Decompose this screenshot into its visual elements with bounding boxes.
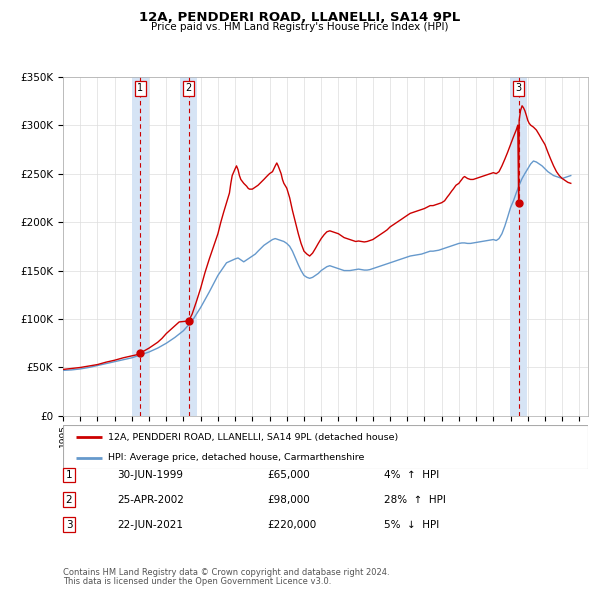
Text: 2: 2 — [185, 83, 192, 93]
Text: £220,000: £220,000 — [267, 520, 316, 529]
Text: This data is licensed under the Open Government Licence v3.0.: This data is licensed under the Open Gov… — [63, 578, 331, 586]
Text: HPI: Average price, detached house, Carmarthenshire: HPI: Average price, detached house, Carm… — [107, 454, 364, 463]
Text: 28%  ↑  HPI: 28% ↑ HPI — [384, 495, 446, 504]
Text: 1: 1 — [137, 83, 143, 93]
Text: 2: 2 — [65, 495, 73, 504]
Text: £98,000: £98,000 — [267, 495, 310, 504]
Text: Price paid vs. HM Land Registry's House Price Index (HPI): Price paid vs. HM Land Registry's House … — [151, 22, 449, 32]
Text: 4%  ↑  HPI: 4% ↑ HPI — [384, 470, 439, 480]
Text: 12A, PENDDERI ROAD, LLANELLI, SA14 9PL: 12A, PENDDERI ROAD, LLANELLI, SA14 9PL — [139, 11, 461, 24]
Text: 12A, PENDDERI ROAD, LLANELLI, SA14 9PL (detached house): 12A, PENDDERI ROAD, LLANELLI, SA14 9PL (… — [107, 432, 398, 442]
Text: 1: 1 — [65, 470, 73, 480]
Text: 22-JUN-2021: 22-JUN-2021 — [117, 520, 183, 529]
Text: 3: 3 — [65, 520, 73, 529]
Bar — [132, 77, 149, 416]
Text: 30-JUN-1999: 30-JUN-1999 — [117, 470, 183, 480]
Text: £65,000: £65,000 — [267, 470, 310, 480]
Text: 3: 3 — [515, 83, 521, 93]
Bar — [510, 77, 527, 416]
Text: Contains HM Land Registry data © Crown copyright and database right 2024.: Contains HM Land Registry data © Crown c… — [63, 568, 389, 577]
Text: 5%  ↓  HPI: 5% ↓ HPI — [384, 520, 439, 529]
Text: 25-APR-2002: 25-APR-2002 — [117, 495, 184, 504]
Bar — [180, 77, 197, 416]
